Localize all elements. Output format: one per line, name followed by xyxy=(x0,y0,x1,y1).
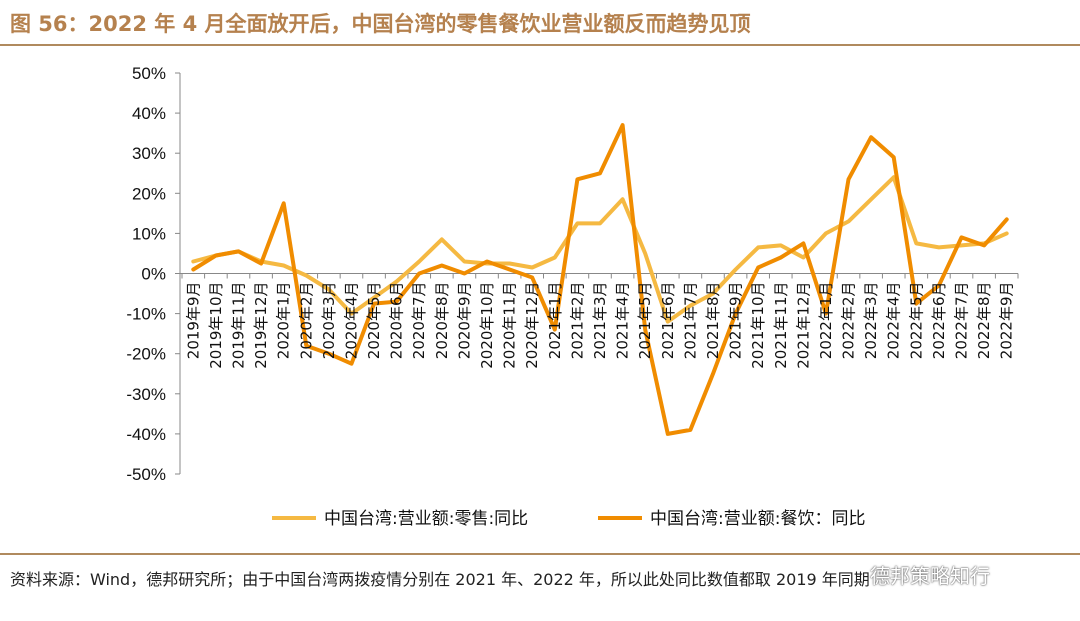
y-tick-label: -20% xyxy=(126,345,166,364)
x-tick-label: 2022年5月 xyxy=(907,282,925,360)
x-tick-label: 2020年5月 xyxy=(365,282,383,360)
y-tick-label: -10% xyxy=(126,305,166,324)
y-tick-label: -50% xyxy=(126,465,166,484)
x-tick-label: 2021年12月 xyxy=(794,282,812,369)
x-tick-label: 2020年9月 xyxy=(455,282,473,360)
x-tick-label: 2021年7月 xyxy=(681,282,699,360)
y-tick-label: -30% xyxy=(126,385,166,404)
x-tick-label: 2020年1月 xyxy=(275,282,293,360)
series-line-catering xyxy=(191,123,1009,436)
x-tick-label: 2020年7月 xyxy=(410,282,428,360)
y-tick-label: 30% xyxy=(132,144,166,163)
x-tick-label: 2020年4月 xyxy=(343,282,361,360)
y-tick-label: 50% xyxy=(132,64,166,83)
x-tick-label: 2020年2月 xyxy=(297,282,315,360)
x-tick-label: 2022年7月 xyxy=(953,282,971,360)
x-tick-label: 2022年2月 xyxy=(840,282,858,360)
x-tick-label: 2020年8月 xyxy=(433,282,451,360)
series-line-retail xyxy=(191,175,1009,324)
x-tick-label: 2020年12月 xyxy=(523,282,541,369)
x-tick-label: 2021年4月 xyxy=(614,282,632,360)
source-rule xyxy=(0,553,1080,555)
x-tick-label: 2021年3月 xyxy=(591,282,609,360)
title-rule xyxy=(0,44,1080,46)
y-tick-label: 40% xyxy=(132,104,166,123)
x-tick-label: 2020年10月 xyxy=(478,282,496,369)
x-tick-label: 2021年8月 xyxy=(704,282,722,360)
y-tick-label: 0% xyxy=(141,265,166,284)
x-tick-label: 2019年12月 xyxy=(252,282,270,369)
x-tick-label: 2020年11月 xyxy=(501,282,519,369)
figure-title: 图 56：2022 年 4 月全面放开后，中国台湾的零售餐饮业营业额反而趋势见顶 xyxy=(10,12,751,36)
x-tick-label: 2022年1月 xyxy=(817,282,835,360)
x-tick-label: 2021年2月 xyxy=(568,282,586,360)
y-tick-label: 10% xyxy=(132,224,166,243)
legend-label-catering: 中国台湾:营业额:餐饮：同比 xyxy=(650,509,865,529)
x-tick-label: 2022年4月 xyxy=(885,282,903,360)
source-note: 资料来源：Wind，德邦研究所；由于中国台湾两拨疫情分别在 2021 年、202… xyxy=(10,570,870,589)
x-tick-label: 2021年1月 xyxy=(546,282,564,360)
x-tick-label: 2022年9月 xyxy=(998,282,1016,360)
x-tick-label: 2022年8月 xyxy=(975,282,993,360)
x-tick-label: 2019年9月 xyxy=(184,282,202,360)
x-tick-label: 2020年3月 xyxy=(320,282,338,360)
x-tick-label: 2019年10月 xyxy=(207,282,225,369)
x-tick-label: 2020年6月 xyxy=(388,282,406,360)
x-tick-label: 2021年9月 xyxy=(727,282,745,360)
y-tick-label: 20% xyxy=(132,184,166,203)
y-tick-label: -40% xyxy=(126,425,166,444)
x-tick-label: 2022年3月 xyxy=(862,282,880,360)
x-tick-label: 2021年10月 xyxy=(749,282,767,369)
watermark-logo: 德邦策略知行 xyxy=(870,564,990,588)
x-tick-label: 2022年6月 xyxy=(930,282,948,360)
x-tick-label: 2021年6月 xyxy=(659,282,677,360)
legend-label-retail: 中国台湾:营业额:零售:同比 xyxy=(324,509,528,529)
x-tick-label: 2021年11月 xyxy=(772,282,790,369)
x-tick-label: 2019年11月 xyxy=(230,282,248,369)
x-tick-label: 2021年5月 xyxy=(636,282,654,360)
